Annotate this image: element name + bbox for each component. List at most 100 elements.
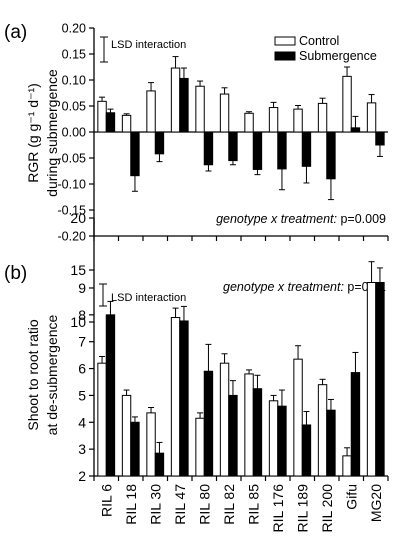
panel-a-label: (a) xyxy=(4,22,27,43)
panel-a-ytick-label: -0.10 xyxy=(58,178,87,192)
panel-b-bar-submergence xyxy=(203,370,214,477)
panel-b-bar-control xyxy=(342,455,352,477)
panel-b-lsd-label: LSD interaction xyxy=(111,292,186,304)
panel-b-ytick-label: 7 xyxy=(78,334,86,350)
panel-b-bar-control xyxy=(97,362,107,477)
panel-a-ylabel-line2: during submergence xyxy=(44,69,60,197)
x-category-label: RIL 18 xyxy=(123,484,139,525)
panel-b-ylabel-line1: Shoot to root ratio xyxy=(25,319,41,431)
panel-a-bar-submergence xyxy=(326,131,336,180)
panel-b-bar-control xyxy=(219,362,230,477)
panel-b-bar-submergence xyxy=(301,424,312,477)
panel-b-stat-italic: genotype x treatment: xyxy=(223,280,344,294)
x-category-label: RIL 47 xyxy=(172,484,188,525)
panel-a-bar-submergence xyxy=(105,112,116,133)
panel-b-bar-control xyxy=(268,400,279,477)
panel-b-ylabel-line2: at de-submergence xyxy=(44,314,60,435)
panel-a-ytick-label: 0.20 xyxy=(62,22,86,36)
panel-a-bar-submergence xyxy=(277,131,287,170)
panel-a-lsd-label: LSD interaction xyxy=(111,39,186,51)
x-category-label: RIL 85 xyxy=(245,484,261,525)
panel-b-ytick-label: 20 xyxy=(70,210,86,226)
panel-a-legend-submergence-swatch xyxy=(274,51,296,61)
panel-a-bar-control xyxy=(146,90,156,133)
panel-a-bar-control xyxy=(244,112,254,133)
panel-b-bar-control xyxy=(146,412,156,477)
panel-a-bar-control xyxy=(195,85,205,133)
panel-a-bar-submergence xyxy=(130,131,140,177)
x-category-label: RIL 80 xyxy=(196,484,212,525)
panel-b-bar-control xyxy=(121,394,132,477)
panel-b-bar-submergence xyxy=(326,409,336,477)
x-category-label: RIL 30 xyxy=(147,484,163,525)
x-category-label: RIL 189 xyxy=(294,484,310,533)
panel-b-bar-submergence xyxy=(252,388,263,477)
panel-a-ylabel-line1: RGR (g g⁻¹ d⁻¹) xyxy=(25,83,41,183)
panel-a-ytick-label: -0.15 xyxy=(58,204,87,218)
panel-b-ytick-label: 9 xyxy=(78,280,86,296)
panel-b-ytick-label: 3 xyxy=(78,441,86,457)
panel-a-bar-submergence xyxy=(203,131,214,166)
panel-b: (b) Shoot to root ratio at de-submergenc… xyxy=(4,210,389,533)
panel-a-ytick-label: -0.05 xyxy=(58,152,87,166)
panel-b-bar-submergence xyxy=(130,421,140,477)
panel-a-legend-submergence-label: Submergence xyxy=(299,49,377,63)
panel-b-bar-control xyxy=(366,281,377,477)
panel-a-ytick-label: 0.10 xyxy=(62,74,86,88)
panel-b-bar-submergence xyxy=(228,394,238,477)
panel-a-bar-control xyxy=(121,114,132,133)
panel-b-ytick-label: 2 xyxy=(78,468,86,484)
panel-a-bar-submergence xyxy=(179,77,189,133)
panel-b-ytick-label: 10 xyxy=(70,314,86,330)
panel-b-bar-submergence xyxy=(277,405,287,477)
panel-b-ytick-label: 15 xyxy=(70,262,86,278)
panel-b-stat-text: genotype x treatment: p=0.01 xyxy=(223,280,386,294)
panel-a: (a) RGR (g g⁻¹ d⁻¹) during submergence C… xyxy=(4,22,389,244)
panel-b-ytick-label: 6 xyxy=(78,361,86,377)
x-category-label: RIL 176 xyxy=(270,484,286,533)
panel-a-ytick-label: 0.15 xyxy=(62,48,86,62)
panel-a-bar-submergence xyxy=(228,131,238,162)
panel-a-bar-control xyxy=(366,102,377,133)
panel-b-bar-control xyxy=(195,417,205,477)
panel-a-bar-control xyxy=(97,100,107,133)
panel-a-bar-control xyxy=(170,67,181,133)
panel-b-bar-control xyxy=(244,373,254,477)
panel-a-bar-submergence xyxy=(154,131,165,155)
x-category-label: RIL 82 xyxy=(221,484,237,525)
panel-a-bar-submergence xyxy=(301,131,312,167)
panel-a-ytick-label: -0.20 xyxy=(58,230,87,244)
x-category-label: RIL 6 xyxy=(98,484,114,517)
panel-a-ytick-label: 0.05 xyxy=(62,100,86,114)
panel-a-bar-control xyxy=(293,108,303,133)
panel-b-label: (b) xyxy=(4,263,27,284)
panel-a-stat-text: genotype x treatment: p=0.009 xyxy=(216,212,386,226)
panel-b-bar-submergence xyxy=(105,314,116,477)
x-category-label: RIL 200 xyxy=(319,484,335,533)
panel-b-bar-submergence xyxy=(154,452,165,477)
x-category-label: MG20 xyxy=(368,484,384,522)
panel-b-bar-control xyxy=(293,358,303,477)
panel-a-legend-control-swatch xyxy=(274,36,296,46)
panel-a-bar-control xyxy=(317,102,328,133)
x-category-label: Gifu xyxy=(343,484,359,510)
panel-a-bar-submergence xyxy=(252,131,263,170)
panel-b-bar-submergence xyxy=(375,281,385,477)
panel-b-ytick-label: 4 xyxy=(78,414,86,430)
panel-a-ytick-label: 0.00 xyxy=(62,126,86,140)
panel-a-legend-control-label: Control xyxy=(299,34,339,48)
panel-b-bar-submergence xyxy=(350,372,361,477)
panel-a-bar-control xyxy=(342,75,352,133)
panel-b-bar-control xyxy=(317,384,328,477)
panel-a-stat-italic: genotype x treatment: xyxy=(216,212,337,226)
panel-a-bar-control xyxy=(219,93,230,133)
panel-b-ytick-label: 5 xyxy=(78,387,86,403)
panel-b-bar-control xyxy=(170,317,181,477)
panel-a-bar-submergence xyxy=(350,127,361,133)
panel-a-bar-submergence xyxy=(375,131,385,146)
panel-a-bar-control xyxy=(268,107,279,133)
panel-b-ytick-label: 8 xyxy=(78,307,86,323)
panel-b-bar-submergence xyxy=(179,320,189,477)
panel-a-stat-value: p=0.009 xyxy=(340,212,386,226)
